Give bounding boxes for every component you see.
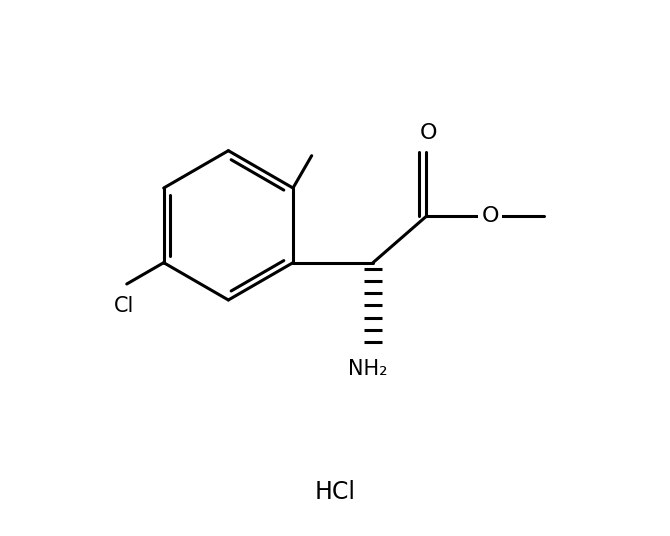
Text: O: O	[420, 123, 438, 143]
Text: HCl: HCl	[314, 480, 356, 504]
Text: NH₂: NH₂	[348, 359, 387, 378]
Text: Cl: Cl	[114, 296, 134, 316]
Text: O: O	[482, 206, 499, 226]
